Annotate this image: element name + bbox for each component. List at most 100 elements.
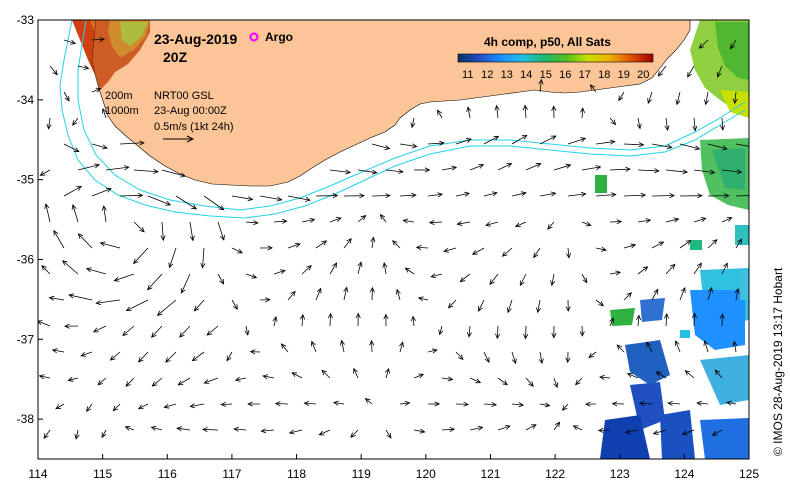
current-arrow: [589, 84, 597, 93]
current-arrow: [495, 325, 501, 340]
current-arrow: [231, 195, 254, 202]
current-arrow: [665, 169, 689, 175]
current-arrow: [561, 403, 569, 411]
current-arrow: [466, 106, 472, 119]
current-arrow: [392, 240, 401, 249]
current-arrow: [651, 193, 676, 199]
current-arrow: [725, 400, 737, 406]
current-arrow: [122, 325, 135, 337]
current-arrow: [48, 295, 65, 301]
current-arrow: [150, 425, 163, 431]
colorbar-tick-label: 20: [637, 69, 649, 81]
current-arrow: [399, 192, 417, 198]
current-arrow: [539, 402, 551, 408]
current-arrow: [77, 64, 90, 70]
current-arrow: [321, 369, 331, 379]
current-arrow: [280, 343, 289, 353]
current-arrow: [233, 426, 247, 432]
current-arrow: [735, 238, 743, 249]
current-arrow: [687, 65, 695, 78]
current-arrow: [437, 109, 443, 119]
current-arrow: [623, 192, 647, 198]
x-tick-label: 116: [158, 467, 177, 481]
current-arrow: [707, 143, 728, 151]
title-date: 23-Aug-2019: [154, 31, 237, 47]
current-arrow: [112, 403, 121, 412]
current-arrow: [525, 377, 534, 387]
current-arrow: [466, 325, 472, 338]
current-arrow: [369, 286, 375, 301]
current-arrow: [455, 351, 464, 361]
current-arrow: [91, 87, 102, 93]
current-arrow: [427, 348, 438, 354]
current-arrow: [719, 313, 725, 327]
current-arrow: [579, 107, 585, 119]
current-arrow: [301, 265, 312, 275]
current-arrow: [260, 428, 275, 434]
current-arrow: [147, 273, 163, 291]
current-arrow: [329, 169, 352, 175]
colorbar-tick-label: 16: [559, 69, 571, 81]
current-arrow: [443, 247, 457, 253]
current-arrow: [637, 168, 660, 174]
current-arrow: [92, 325, 107, 333]
plot-frame: [37, 19, 750, 460]
current-arrow: [231, 299, 238, 310]
current-arrow: [483, 401, 497, 408]
current-arrow: [679, 287, 686, 301]
legend-product: NRT00 GSL: [154, 90, 214, 102]
current-arrow: [638, 401, 653, 407]
current-arrow: [707, 193, 730, 199]
current-arrow: [703, 339, 709, 353]
current-arrow: [438, 325, 444, 336]
current-arrow: [511, 191, 527, 197]
current-arrow: [427, 140, 445, 146]
current-arrow: [175, 195, 198, 210]
current-arrow: [287, 242, 301, 249]
current-arrow: [259, 297, 271, 303]
current-arrow: [353, 367, 359, 379]
current-arrow: [623, 142, 645, 148]
current-arrow: [133, 221, 145, 233]
current-arrow: [303, 400, 317, 406]
current-arrow: [86, 403, 93, 412]
current-arrow: [97, 377, 107, 386]
current-arrow: [262, 374, 275, 380]
current-arrow: [382, 262, 388, 275]
current-arrow: [41, 265, 51, 275]
current-arrow: [698, 39, 709, 49]
current-arrow: [109, 351, 121, 361]
current-arrow: [413, 428, 426, 434]
current-arrow: [137, 403, 149, 410]
current-arrow: [399, 400, 411, 406]
current-arrow: [339, 339, 345, 353]
current-arrow: [125, 299, 149, 312]
current-arrow: [133, 168, 159, 174]
current-arrow: [177, 377, 191, 386]
current-arrow: [611, 401, 625, 407]
current-arrow: [663, 312, 670, 327]
current-arrow: [538, 78, 544, 93]
current-arrow: [220, 401, 233, 407]
current-arrow: [68, 293, 93, 301]
current-arrow: [300, 313, 306, 327]
x-tick-label: 122: [545, 467, 565, 481]
current-arrow: [63, 39, 77, 45]
current-arrow: [63, 143, 80, 152]
current-arrow: [402, 218, 415, 224]
current-arrow: [168, 247, 177, 269]
current-arrow: [288, 429, 303, 435]
current-arrow: [609, 219, 623, 225]
current-arrow: [231, 247, 243, 254]
current-arrow: [721, 169, 743, 175]
current-arrow: [651, 143, 673, 150]
colorbar: [457, 53, 654, 63]
current-arrow: [430, 273, 443, 279]
current-arrow: [133, 247, 149, 265]
current-arrow: [364, 398, 373, 405]
current-arrow: [483, 351, 490, 363]
current-arrow: [203, 195, 225, 211]
current-arrow: [245, 220, 259, 226]
current-arrow: [206, 325, 219, 336]
current-arrow: [595, 192, 617, 198]
